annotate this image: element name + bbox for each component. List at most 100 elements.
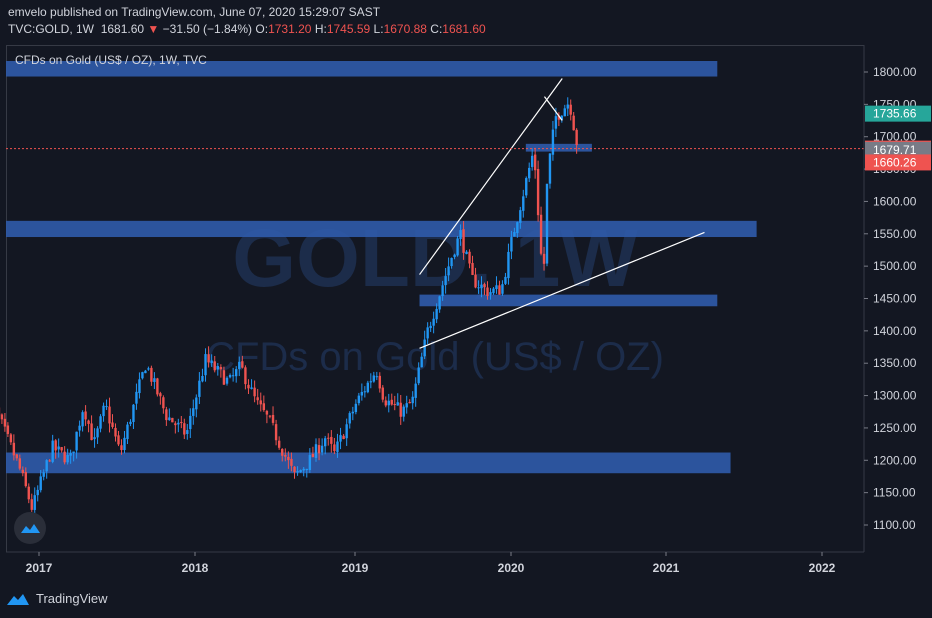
candle-body <box>102 405 105 417</box>
candlestick-series <box>0 97 578 516</box>
candle-body <box>42 472 45 477</box>
y-tick-label: 1250.00 <box>873 421 917 435</box>
trendline-2 <box>543 96 563 121</box>
candle-body <box>281 448 284 456</box>
candle-body <box>513 232 516 237</box>
candle-body <box>247 384 250 389</box>
candle-body <box>225 377 229 384</box>
candle-body <box>123 437 126 451</box>
candle-body <box>357 395 361 404</box>
close-label: C: <box>430 22 443 36</box>
candle-body <box>241 361 244 368</box>
y-tick-label: 1800.00 <box>873 65 917 79</box>
candle-body <box>539 214 543 254</box>
price-tag-bg <box>865 105 931 122</box>
candle-body <box>305 468 308 470</box>
candle-body <box>336 441 339 452</box>
candle-body <box>114 427 117 437</box>
candle-body <box>33 495 36 510</box>
candle-body <box>192 408 195 416</box>
candle-body <box>189 415 192 430</box>
open-value: 1731.20 <box>268 22 312 36</box>
price-tag-bg <box>865 141 931 158</box>
candle-body <box>528 167 531 179</box>
candle-body <box>250 387 253 389</box>
candle-body <box>6 425 10 434</box>
footer-brand[interactable]: TradingView <box>6 591 108 606</box>
y-tick-label: 1300.00 <box>873 389 917 403</box>
candle-body <box>462 229 465 253</box>
time-axis[interactable]: 2017 2018 2019 2020 2021 2022 <box>6 551 864 575</box>
candle-body <box>548 153 552 184</box>
y-tick-label: 1150.00 <box>873 486 916 500</box>
y-tick-label: 1350.00 <box>873 356 917 370</box>
candle-body <box>235 369 238 377</box>
high-label: H: <box>314 22 327 36</box>
candle-body <box>411 396 414 404</box>
candle-body <box>417 367 420 384</box>
candle-body <box>501 284 504 294</box>
high-value: 1745.59 <box>326 22 371 36</box>
candle-body <box>75 431 78 451</box>
candle-body <box>317 445 321 454</box>
candle-body <box>231 375 235 377</box>
candle-body <box>369 381 373 383</box>
candle-body <box>198 380 201 397</box>
candle-body <box>566 104 569 109</box>
candle-body <box>381 387 384 400</box>
candle-body <box>426 327 429 339</box>
candle-body <box>120 445 123 451</box>
candle-body <box>408 401 411 404</box>
candle-body <box>575 129 578 146</box>
candle-body <box>308 455 312 471</box>
candle-body <box>572 115 575 131</box>
candle-body <box>474 274 477 288</box>
trendlines <box>6 78 864 349</box>
candle-body <box>39 476 42 491</box>
candle-body <box>420 356 423 368</box>
candle-body <box>480 284 483 289</box>
candle-body <box>348 413 351 424</box>
candle-body <box>545 183 549 264</box>
candle-body <box>287 456 290 461</box>
tradingview-logo-button[interactable] <box>14 512 46 544</box>
price-axis[interactable]: 1100.00 1150.00 1200.00 1250.00 1300.00 1350.… <box>863 45 917 552</box>
candle-body <box>486 287 489 296</box>
candle-body <box>171 417 174 423</box>
candle-body <box>477 287 480 289</box>
candle-body <box>390 399 393 405</box>
candle-body <box>533 154 537 171</box>
candle-body <box>45 460 48 472</box>
candle-body <box>150 367 153 382</box>
candle-body <box>393 403 396 405</box>
candle-body <box>465 251 468 255</box>
candle-body <box>180 421 183 423</box>
zone-0 <box>6 60 718 77</box>
y-tick-label: 1200.00 <box>873 453 917 467</box>
candle-body <box>147 368 150 370</box>
candle-body <box>354 403 358 413</box>
y-tick-label: 1550.00 <box>873 227 917 241</box>
symbol-info-line: TVC:GOLD, 1W 1681.60 ▼ −31.50 (−1.84%) O… <box>8 22 486 36</box>
candle-body <box>492 288 495 294</box>
zone-3 <box>6 452 731 474</box>
candle-body <box>453 254 456 258</box>
candle-body <box>90 423 93 441</box>
candle-body <box>3 418 7 427</box>
footer-brand-label: TradingView <box>36 591 108 606</box>
candle-body <box>483 284 486 288</box>
x-tick-label: 2020 <box>498 561 525 575</box>
candle-body <box>268 415 272 417</box>
candle-body <box>314 444 318 458</box>
candle-body <box>438 296 441 310</box>
candle-body <box>21 469 25 474</box>
candle-body <box>302 468 305 471</box>
candle-body <box>162 397 165 409</box>
candle-body <box>195 397 198 410</box>
candle-body <box>504 276 507 284</box>
candle-body <box>441 285 444 296</box>
candle-body <box>165 409 168 421</box>
candle-body <box>456 238 459 256</box>
close-value: 1681.60 <box>442 22 486 36</box>
